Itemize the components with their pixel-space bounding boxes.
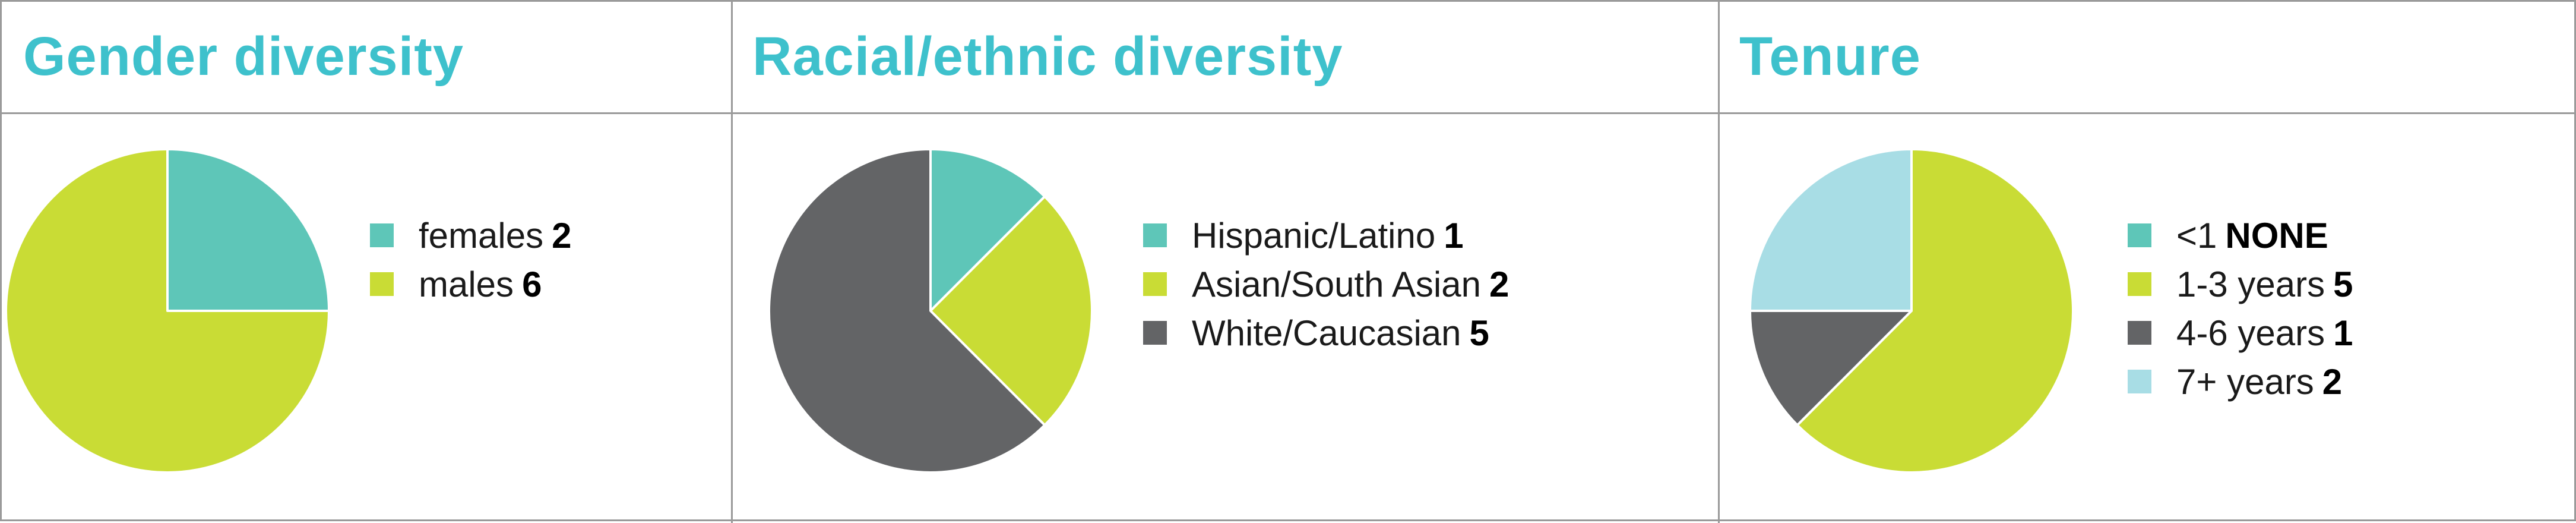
legend-label: Asian/South Asian [1192, 264, 1482, 304]
panel-title: Racial/ethnic diversity [752, 26, 1343, 87]
legend-swatch [2128, 370, 2151, 393]
legend-item-1: <1 NONE [2128, 211, 2353, 260]
legend-swatch [1143, 272, 1167, 296]
tenure-pie-chart [1749, 148, 2074, 474]
legend-label: 1-3 years [2176, 264, 2325, 304]
legend-swatch [2128, 223, 2151, 247]
legend-label: White/Caucasian [1192, 313, 1461, 353]
legend-value: 1 [2333, 313, 2353, 353]
legend-label: females [419, 215, 544, 256]
legend-swatch [1143, 223, 1167, 247]
gender-pie-chart [5, 148, 330, 474]
legend-value: 5 [1469, 313, 1489, 353]
pie-slice-males [5, 148, 330, 474]
tenure-legend: <1 NONE 1-3 years 5 4-6 years 1 7+ years 2 [2128, 211, 2353, 406]
legend-item-females: females 2 [370, 211, 571, 260]
legend-item-7-years: 7+ years 2 [2128, 357, 2353, 406]
pie-slice-4-6-years [1749, 310, 1913, 427]
racial-pie-chart [768, 148, 1093, 474]
legend-item-1-3-years: 1-3 years 5 [2128, 260, 2353, 308]
legend-label: 7+ years [2176, 361, 2314, 402]
gender-diversity-panel: Gender diversity females 2 males 6 [2, 2, 731, 523]
pie-slice-asian-south-asian [929, 195, 1093, 427]
legend-item-white-caucasian: White/Caucasian 5 [1143, 308, 1509, 357]
legend-swatch [370, 272, 394, 296]
pie-slice-females [166, 148, 330, 312]
pie-slice-1-3-years [1796, 148, 2074, 474]
legend-swatch [370, 223, 394, 247]
legend-label: Hispanic/Latino [1192, 215, 1436, 256]
legend-swatch [2128, 321, 2151, 345]
panel-title: Gender diversity [23, 26, 464, 87]
legend-label: 4-6 years [2176, 313, 2325, 353]
legend-swatch [2128, 272, 2151, 296]
pie-slice-hispanic-latino [929, 148, 1046, 312]
racial-diversity-panel: Racial/ethnic diversity Hispanic/Latino 1… [731, 2, 1718, 523]
panel-divider-2 [1718, 2, 1720, 523]
tenure-panel: Tenure <1 NONE 1-3 years 5 4-6 years 1 7+ year… [1718, 2, 2576, 523]
legend-value: 2 [2322, 361, 2343, 402]
legend-label: <1 [2176, 215, 2217, 256]
legend-item-4-6-years: 4-6 years 1 [2128, 308, 2353, 357]
gender-legend: females 2 males 6 [370, 211, 571, 308]
panel-title: Tenure [1739, 26, 1921, 87]
legend-item-asian-south-asian: Asian/South Asian 2 [1143, 260, 1509, 308]
legend-value: 6 [522, 264, 542, 304]
legend-item-hispanic-latino: Hispanic/Latino 1 [1143, 211, 1509, 260]
legend-value: 2 [552, 215, 572, 256]
legend-value: NONE [2225, 215, 2328, 256]
pie-slice-7-years [1749, 148, 1913, 312]
legend-value: 2 [1489, 264, 1509, 304]
legend-item-males: males 6 [370, 260, 571, 308]
legend-label: males [419, 264, 514, 304]
legend-swatch [1143, 321, 1167, 345]
legend-value: 5 [2333, 264, 2353, 304]
legend-value: 1 [1444, 215, 1464, 256]
panel-divider-1 [731, 2, 733, 523]
pie-slice-white-caucasian [768, 148, 1046, 474]
racial-legend: Hispanic/Latino 1 Asian/South Asian 2 White/… [1143, 211, 1509, 357]
header-divider [2, 112, 2576, 114]
